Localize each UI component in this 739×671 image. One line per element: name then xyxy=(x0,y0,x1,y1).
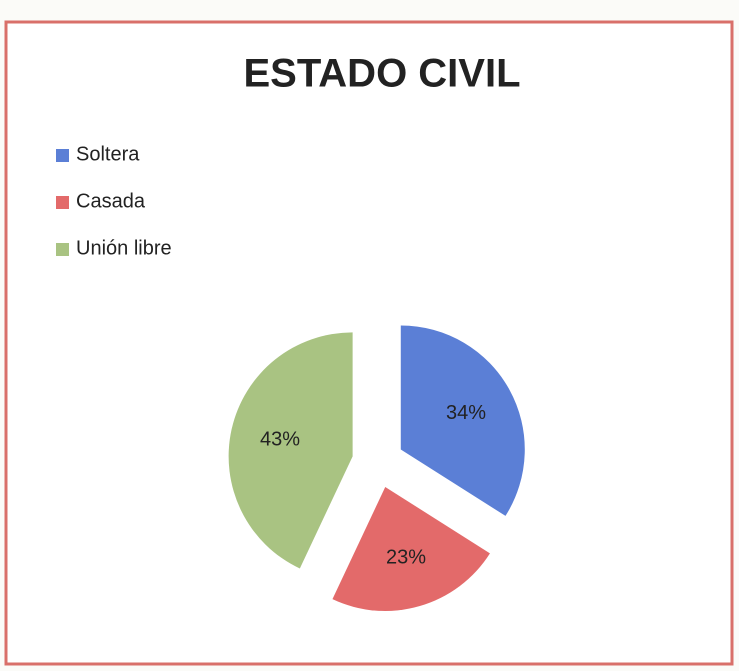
data-label: 23% xyxy=(386,547,426,569)
chart-title: ESTADO CIVIL xyxy=(243,52,520,96)
data-label: 34% xyxy=(446,402,486,424)
legend-label: Soltera xyxy=(76,143,140,165)
legend-label: Casada xyxy=(76,190,146,212)
pie-slice xyxy=(228,332,353,569)
pie-slice xyxy=(332,486,490,611)
data-label: 43% xyxy=(260,428,300,450)
legend-swatch xyxy=(56,243,69,256)
legend-swatch xyxy=(56,149,69,162)
legend-swatch xyxy=(56,196,69,209)
pie-slice xyxy=(400,325,525,516)
legend-label: Unión libre xyxy=(76,237,172,259)
